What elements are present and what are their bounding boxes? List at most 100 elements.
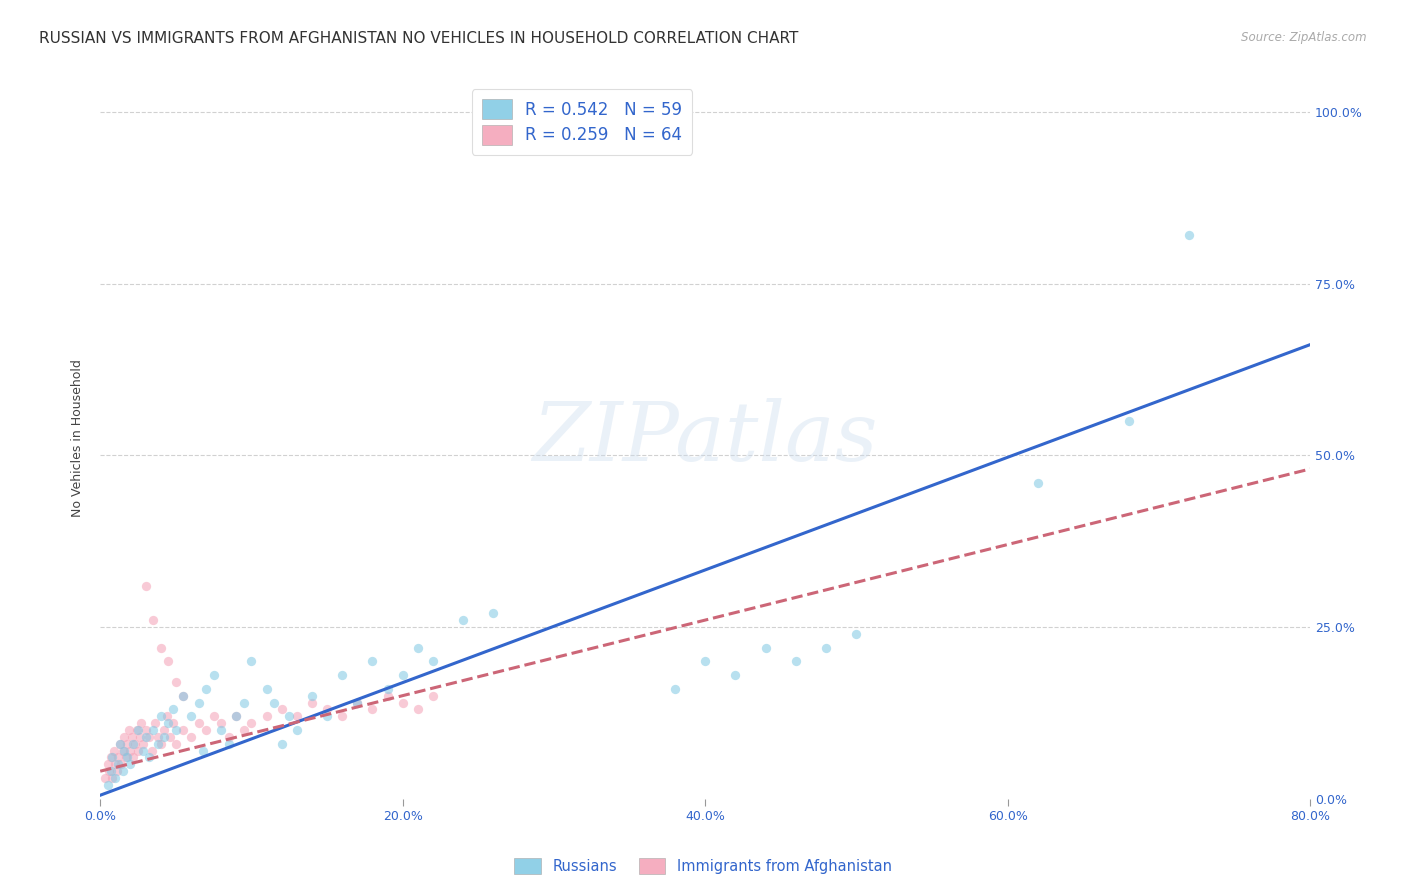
Point [100, 750, 122, 764]
Point [108, 737, 131, 751]
Point [107, 757, 129, 772]
Point [118, 723, 141, 737]
Point [695, 654, 717, 668]
Point [172, 689, 194, 703]
Point [270, 737, 292, 751]
Point [422, 689, 444, 703]
Point [112, 743, 135, 757]
Point [391, 668, 413, 682]
Point [157, 654, 180, 668]
Point [152, 723, 174, 737]
Point [125, 723, 148, 737]
Point [135, 730, 157, 744]
Point [218, 730, 240, 744]
Point [97, 778, 120, 792]
Legend: Russians, Immigrants from Afghanistan: Russians, Immigrants from Afghanistan [509, 852, 897, 880]
Point [138, 730, 160, 744]
Point [149, 737, 172, 751]
Point [301, 689, 323, 703]
Point [149, 640, 172, 655]
Point [107, 750, 129, 764]
Point [232, 723, 254, 737]
Point [120, 743, 142, 757]
Point [111, 764, 134, 779]
Point [142, 723, 165, 737]
Point [127, 723, 149, 737]
Point [162, 716, 184, 731]
Point [172, 723, 194, 737]
Point [422, 654, 444, 668]
Point [108, 737, 131, 751]
Point [724, 668, 747, 682]
Point [209, 723, 232, 737]
Point [141, 743, 163, 757]
Point [256, 709, 278, 723]
Point [180, 709, 202, 723]
Point [120, 757, 142, 772]
Point [127, 743, 149, 757]
Point [391, 696, 413, 710]
Point [103, 743, 125, 757]
Point [135, 723, 157, 737]
Point [815, 640, 838, 655]
Point [316, 702, 339, 716]
Point [755, 640, 778, 655]
Point [100, 764, 122, 779]
Point [135, 579, 157, 593]
Point [94, 771, 117, 785]
Point [138, 750, 160, 764]
Point [165, 723, 187, 737]
Point [152, 730, 174, 744]
Point [98, 764, 121, 779]
Point [664, 681, 686, 696]
Point [146, 737, 169, 751]
Point [785, 654, 807, 668]
Point [180, 730, 202, 744]
Point [361, 654, 384, 668]
Point [316, 709, 339, 723]
Point [209, 716, 232, 731]
Point [149, 709, 172, 723]
Point [1178, 228, 1201, 243]
Point [256, 681, 278, 696]
Point [263, 696, 285, 710]
Point [122, 750, 145, 764]
Point [346, 696, 368, 710]
Point [101, 771, 124, 785]
Point [115, 750, 138, 764]
Point [240, 716, 263, 731]
Point [278, 709, 301, 723]
Point [225, 709, 247, 723]
Point [225, 709, 247, 723]
Point [285, 723, 308, 737]
Point [195, 723, 218, 737]
Point [122, 737, 145, 751]
Point [218, 737, 240, 751]
Point [110, 757, 132, 772]
Point [104, 771, 127, 785]
Point [156, 709, 179, 723]
Text: ZIPatlas: ZIPatlas [533, 398, 877, 478]
Point [845, 627, 868, 641]
Point [159, 730, 181, 744]
Y-axis label: No Vehicles in Household: No Vehicles in Household [72, 359, 84, 517]
Point [112, 730, 135, 744]
Point [406, 640, 429, 655]
Point [377, 681, 399, 696]
Point [330, 709, 353, 723]
Point [301, 696, 323, 710]
Point [121, 730, 143, 744]
Point [202, 709, 225, 723]
Point [1118, 414, 1140, 428]
Point [129, 716, 152, 731]
Point [232, 696, 254, 710]
Point [124, 737, 146, 751]
Point [101, 750, 124, 764]
Point [451, 613, 474, 627]
Point [195, 681, 218, 696]
Point [202, 668, 225, 682]
Point [162, 702, 184, 716]
Point [131, 737, 153, 751]
Point [142, 613, 165, 627]
Point [104, 757, 127, 772]
